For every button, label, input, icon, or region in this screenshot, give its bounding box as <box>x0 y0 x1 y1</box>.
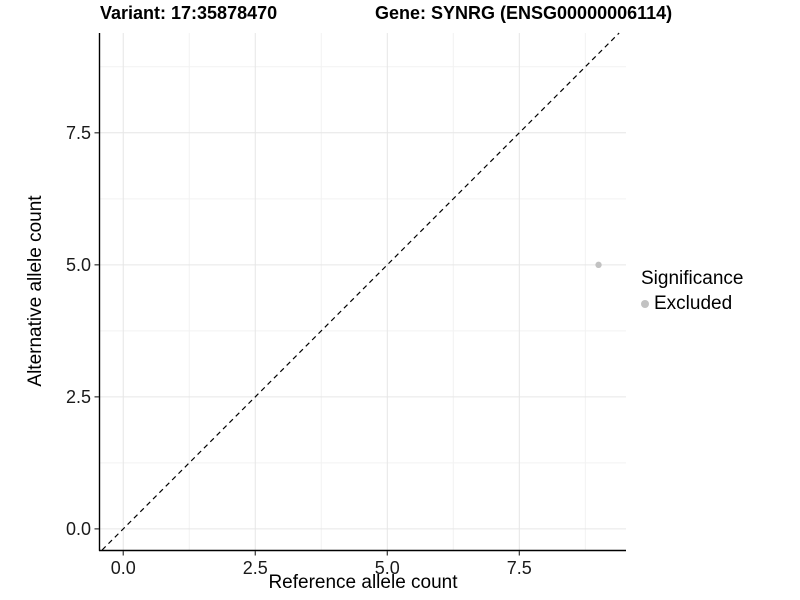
legend-point-icon <box>641 300 649 308</box>
x-axis-title: Reference allele count <box>268 572 458 593</box>
y-tick-label: 5.0 <box>66 255 91 275</box>
x-tick-label: 2.5 <box>243 558 268 578</box>
data-point <box>595 261 602 269</box>
plot-title-gene: Gene: SYNRG (ENSG00000006114) <box>375 3 673 23</box>
legend: Significance Excluded <box>641 268 743 315</box>
y-tick-label: 7.5 <box>66 123 91 143</box>
plot-title-variant: Variant: 17:35878470 <box>100 3 278 23</box>
x-tick-label: 5.0 <box>375 558 400 578</box>
legend-title: Significance <box>641 268 744 289</box>
y-axis-title: Alternative allele count <box>25 195 46 387</box>
y-tick-label: 2.5 <box>66 387 91 407</box>
legend-item-label: Excluded <box>654 293 733 314</box>
x-tick-label: 0.0 <box>111 558 136 578</box>
legend-item-excluded: Excluded <box>641 293 743 315</box>
y-tick-label: 0.0 <box>66 519 91 539</box>
x-tick-label: 7.5 <box>507 558 532 578</box>
identity-line <box>101 32 620 551</box>
